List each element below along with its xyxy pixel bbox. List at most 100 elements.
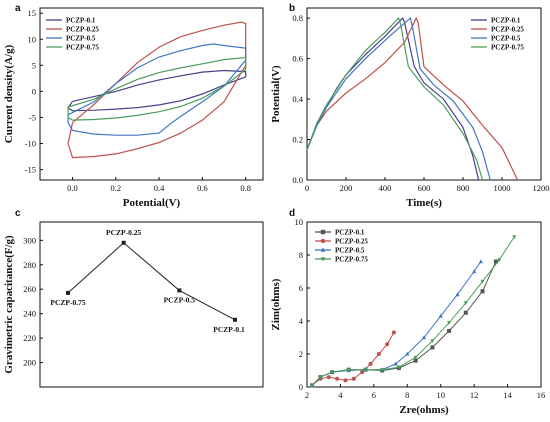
x-axis-label: Time(s) <box>406 197 442 209</box>
plot-frame-d <box>306 221 542 388</box>
y-tick-label: 0.2 <box>292 135 303 145</box>
data-point <box>497 258 502 263</box>
data-label: PCZP-0.75 <box>50 298 85 307</box>
y-axis-label: Zim(ohms) <box>270 278 282 330</box>
cv-curve-PCZP-0.1 <box>67 69 247 112</box>
data-point <box>447 321 452 326</box>
data-point <box>66 290 70 295</box>
y-tick-label: 10 <box>28 34 37 44</box>
panel-label-b: b <box>289 3 295 14</box>
y-tick-label: 260 <box>23 284 36 294</box>
data-point <box>360 370 365 375</box>
data-point <box>413 358 418 363</box>
panel-label-d: d <box>289 208 295 219</box>
data-point <box>368 361 373 366</box>
y-axis-label: Potential(V) <box>270 65 282 123</box>
x-tick-label: 0.0 <box>67 183 78 193</box>
x-tick-label: 0 <box>305 183 309 193</box>
y-tick-label: 15 <box>28 8 37 18</box>
data-point <box>455 292 460 297</box>
data-point <box>430 339 435 344</box>
x-tick-label: 1200 <box>533 183 550 193</box>
data-point <box>438 313 443 318</box>
y-tick-label: 240 <box>23 309 36 319</box>
x-tick-label: 0.6 <box>197 183 208 193</box>
data-point <box>346 368 351 373</box>
data-point <box>480 289 485 294</box>
data-point <box>320 247 326 252</box>
panel-label-c: c <box>15 208 21 219</box>
y-tick-label: 220 <box>23 333 36 343</box>
x-tick-label: 1000 <box>494 183 511 193</box>
x-tick-label: 10 <box>436 390 445 400</box>
data-point <box>320 257 326 262</box>
data-point <box>318 375 323 380</box>
data-point <box>493 259 498 264</box>
x-tick-label: 0.4 <box>154 183 165 193</box>
x-tick-label: 2 <box>305 390 309 400</box>
gcd-curve-PCZP-0.75 <box>306 16 484 181</box>
x-tick-label: 14 <box>503 390 512 400</box>
legend-label: PCZP-0.75 <box>491 44 524 52</box>
data-point <box>376 352 381 356</box>
y-tick-label: 300 <box>23 235 36 245</box>
data-point <box>385 342 390 347</box>
data-point <box>326 375 331 380</box>
data-point <box>121 240 126 245</box>
data-point <box>330 370 335 375</box>
legend-label: PCZP-0.5 <box>491 35 521 43</box>
nyquist-curve-PCZP-0.75 <box>311 236 515 386</box>
y-tick-label: 6 <box>299 283 303 293</box>
data-point <box>478 259 483 264</box>
legend-label: PCZP-0.1 <box>66 17 96 25</box>
x-tick-label: 12 <box>470 390 479 400</box>
y-tick-label: 8 <box>299 250 303 260</box>
data-point <box>391 330 396 335</box>
legend-label: PCZP-0.25 <box>335 238 368 246</box>
y-tick-label: 0 <box>32 86 36 96</box>
data-label: PCZP-0.5 <box>164 295 196 304</box>
data-point <box>472 269 477 274</box>
x-tick-label: 16 <box>537 390 546 400</box>
data-point <box>343 378 348 383</box>
data-point <box>447 328 452 333</box>
data-point <box>363 368 368 373</box>
y-tick-label: 10 <box>295 217 304 227</box>
data-point <box>405 351 410 356</box>
x-tick-label: 400 <box>379 183 392 193</box>
x-tick-label: 6 <box>372 390 376 400</box>
data-point <box>177 288 182 293</box>
y-tick-label: 0 <box>299 382 303 392</box>
x-tick-label: 8 <box>405 390 409 400</box>
data-point <box>512 235 517 240</box>
cv-curve-PCZP-0.75 <box>67 56 247 121</box>
y-tick-label: 5 <box>32 60 36 70</box>
y-tick-label: 0.8 <box>292 13 303 23</box>
data-point <box>463 310 468 315</box>
data-point <box>396 365 401 370</box>
data-point <box>380 368 385 373</box>
y-tick-label: -10 <box>25 139 36 149</box>
plot-frame-a <box>39 7 264 181</box>
y-tick-label: 0.0 <box>292 175 303 185</box>
data-point <box>335 376 340 381</box>
x-tick-label: 0.8 <box>240 183 251 193</box>
legend-label: PCZP-0.25 <box>491 26 524 34</box>
data-point <box>463 301 468 306</box>
x-tick-label: 0.2 <box>110 183 121 193</box>
y-tick-label: 4 <box>299 316 304 326</box>
gcd-curve-PCZP-0.5 <box>306 17 491 181</box>
legend-label: PCZP-0.5 <box>335 247 365 255</box>
data-point <box>310 383 315 388</box>
y-tick-label: -5 <box>29 112 36 122</box>
data-point <box>320 229 326 235</box>
y-axis-label: Gravimetric capacitance(F/g) <box>3 235 15 374</box>
data-point <box>422 335 426 340</box>
legend-label: PCZP-0.75 <box>66 44 99 52</box>
data-label: PCZP-0.1 <box>213 325 245 334</box>
data-point <box>233 317 237 322</box>
plot-frame-c <box>39 221 264 388</box>
y-axis-label: Current density(A/g) <box>3 44 15 143</box>
